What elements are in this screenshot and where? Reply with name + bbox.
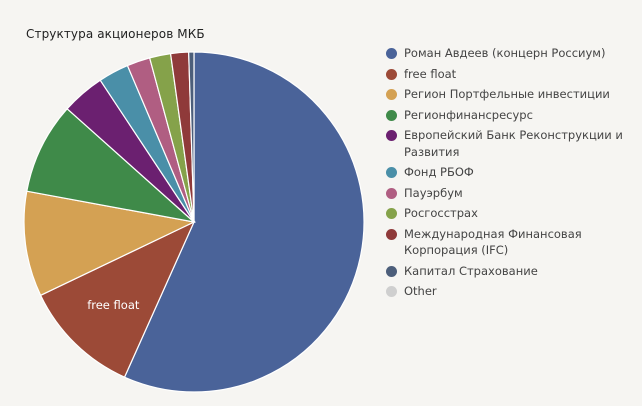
legend-item-2[interactable]: Регион Портфельные инвестиции [386,86,636,103]
legend-item-1[interactable]: free float [386,66,636,83]
pie-slice-0[interactable] [123,51,365,393]
legend-label: Фонд РБОФ [404,165,474,179]
legend-item-7[interactable]: Росгосстрах [386,205,636,222]
legend-item-4[interactable]: Европейский Банк Реконструкции и Развити… [386,127,636,160]
legend-swatch [386,89,397,100]
pie-slice-2[interactable] [23,190,196,297]
chart-legend: Роман Авдеев (концерн Россиум) free float… [386,45,636,304]
legend-item-9[interactable]: Капитал Страхование [386,263,636,280]
pie-slice-1[interactable] [39,220,196,378]
legend-label: Международная Финансовая Корпорация (IFC… [404,226,582,258]
legend-label: Пауэрбум [404,185,463,200]
legend-swatch [386,130,397,141]
legend-item-10[interactable]: Other [386,283,636,300]
legend-label: Регионфинансресурс [404,107,533,122]
legend-label: Роман Авдеев (концерн Россиум) [404,46,606,60]
legend-item-8[interactable]: Международная Финансовая Корпорация (IFC… [386,226,636,259]
legend-label: Other [404,284,437,298]
legend-swatch [386,167,397,178]
legend-item-3[interactable]: Регионфинансресурс [386,107,636,124]
legend-label: Регион Портфельные инвестиции [404,87,610,101]
legend-swatch [386,286,397,297]
legend-label: Росгосстрах [404,206,478,220]
legend-swatch [386,48,397,59]
chart-title: Структура акционеров МКБ [26,27,205,41]
pie-slice-3[interactable] [26,107,196,223]
legend-item-0[interactable]: Роман Авдеев (концерн Россиум) [386,45,636,62]
legend-item-5[interactable]: Фонд РБОФ [386,164,636,181]
legend-label: Европейский Банк Реконструкции и Развити… [404,128,623,159]
legend-swatch [386,187,397,199]
pie-slice-9[interactable] [188,51,195,223]
legend-swatch [386,228,397,240]
legend-swatch [386,68,397,80]
legend-label: free float [404,66,457,81]
legend-swatch [386,208,397,219]
legend-swatch [386,265,397,277]
legend-item-6[interactable]: Пауэрбум [386,185,636,202]
slice-data-label-0: free float [87,298,140,312]
legend-swatch [386,109,397,121]
legend-label: Капитал Страхование [404,263,538,278]
